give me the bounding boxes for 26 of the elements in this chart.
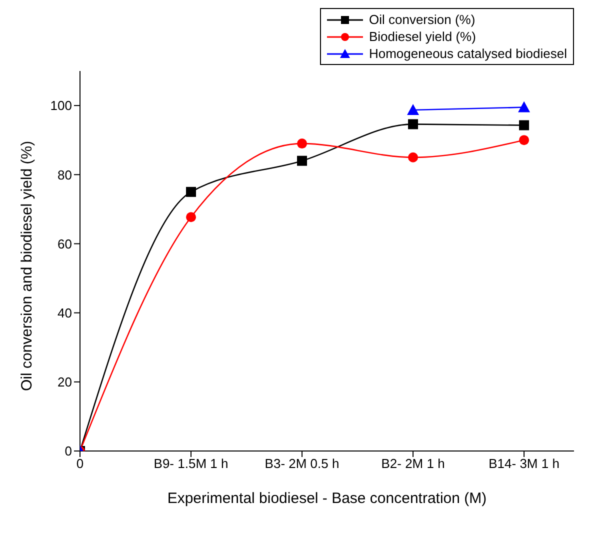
point: [297, 156, 308, 166]
point: [408, 119, 418, 130]
point: [186, 186, 196, 197]
x-tick-label: B2- 2M 1 h: [381, 456, 445, 472]
y-tick-label: 60: [58, 236, 72, 252]
y-axis-title: Oil conversion and biodiesel yield (%): [18, 140, 36, 391]
y-tick-label: 40: [58, 305, 72, 320]
y-tick-label: 80: [58, 167, 72, 182]
legend-label: Biodiesel yield (%): [368, 29, 476, 44]
y-tick-label: 0: [64, 444, 72, 459]
y-tick-label: 100: [50, 98, 72, 114]
point: [519, 135, 530, 146]
x-axis-title: Experimental biodiesel - Base concentration (M): [167, 490, 487, 507]
x-tick-label: B14- 3M 1 h: [488, 456, 560, 472]
x-tick-label: 0: [76, 456, 84, 472]
x-tick-label: B3- 2M 0.5 h: [264, 456, 340, 472]
point: [186, 212, 196, 222]
point: [297, 138, 308, 149]
legend-label: Oil conversion (%): [368, 12, 476, 27]
point: [519, 120, 530, 130]
x-tick-label: B9- 1.5M 1 h: [154, 456, 228, 472]
point: [518, 101, 530, 112]
legend-label: Homogeneous catalysed biodiesel: [368, 46, 567, 61]
point: [407, 104, 420, 116]
y-tick-label: 20: [58, 374, 72, 390]
point: [408, 152, 418, 162]
